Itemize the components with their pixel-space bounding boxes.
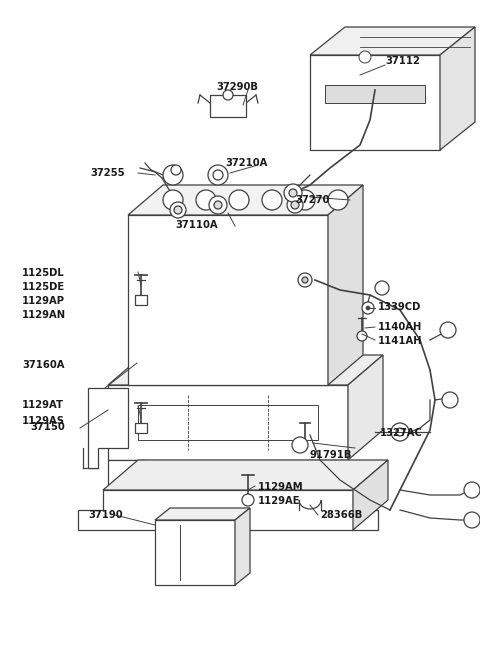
Circle shape — [229, 190, 249, 210]
Text: 91791B: 91791B — [310, 450, 352, 460]
Circle shape — [242, 494, 254, 506]
Polygon shape — [310, 55, 440, 150]
Circle shape — [289, 189, 297, 197]
Circle shape — [163, 165, 183, 185]
Text: 37210A: 37210A — [225, 158, 267, 168]
Polygon shape — [128, 215, 328, 385]
Circle shape — [440, 322, 456, 338]
Text: 37255: 37255 — [90, 168, 125, 178]
Circle shape — [295, 190, 315, 210]
Circle shape — [163, 190, 183, 210]
Circle shape — [287, 197, 303, 213]
Text: 37290B: 37290B — [216, 82, 258, 92]
Text: 1339CD: 1339CD — [378, 302, 421, 312]
Polygon shape — [108, 355, 383, 385]
Text: 1125DE: 1125DE — [22, 282, 65, 292]
Text: 1129AP: 1129AP — [22, 296, 65, 306]
Polygon shape — [210, 95, 246, 117]
Circle shape — [209, 196, 227, 214]
Text: 37270: 37270 — [295, 195, 329, 205]
Polygon shape — [108, 385, 348, 460]
Text: 37112: 37112 — [385, 56, 420, 66]
Text: 1129AE: 1129AE — [258, 496, 300, 506]
Polygon shape — [128, 185, 363, 215]
Circle shape — [171, 165, 181, 175]
Polygon shape — [88, 388, 128, 468]
Polygon shape — [328, 185, 363, 385]
Polygon shape — [155, 520, 235, 585]
Circle shape — [213, 170, 223, 180]
Polygon shape — [103, 460, 388, 490]
Circle shape — [464, 512, 480, 528]
Circle shape — [302, 277, 308, 283]
Text: 1129AS: 1129AS — [22, 416, 65, 426]
Text: 1125DL: 1125DL — [22, 268, 65, 278]
Polygon shape — [308, 460, 348, 490]
Circle shape — [291, 201, 299, 209]
Text: 1129AN: 1129AN — [22, 310, 66, 320]
Circle shape — [464, 482, 480, 498]
Circle shape — [375, 281, 389, 295]
Polygon shape — [235, 508, 250, 585]
Circle shape — [442, 392, 458, 408]
Polygon shape — [108, 460, 148, 490]
Text: 37110A: 37110A — [175, 220, 217, 230]
Circle shape — [357, 331, 367, 341]
Circle shape — [214, 201, 222, 209]
Polygon shape — [78, 490, 378, 530]
Text: 1129AT: 1129AT — [22, 400, 64, 410]
Circle shape — [223, 90, 233, 100]
Polygon shape — [353, 460, 388, 530]
Text: 37190: 37190 — [88, 510, 122, 520]
Circle shape — [396, 428, 404, 436]
Circle shape — [196, 190, 216, 210]
Text: 37160A: 37160A — [22, 360, 64, 370]
Circle shape — [170, 202, 186, 218]
Polygon shape — [155, 508, 250, 520]
Polygon shape — [348, 355, 383, 460]
Circle shape — [208, 165, 228, 185]
Text: 1327AC: 1327AC — [380, 428, 423, 438]
Circle shape — [262, 190, 282, 210]
Text: 28366B: 28366B — [320, 510, 362, 520]
Circle shape — [366, 306, 370, 310]
Polygon shape — [310, 27, 475, 55]
Circle shape — [292, 437, 308, 453]
Circle shape — [298, 273, 312, 287]
Text: 1141AH: 1141AH — [378, 336, 422, 346]
Circle shape — [391, 423, 409, 441]
Bar — [135, 423, 147, 433]
Bar — [135, 295, 147, 305]
Circle shape — [362, 302, 374, 314]
Text: 37150: 37150 — [30, 422, 65, 432]
Circle shape — [284, 184, 302, 202]
Circle shape — [174, 206, 182, 214]
Circle shape — [328, 190, 348, 210]
Bar — [325, 85, 425, 103]
Text: 1129AM: 1129AM — [258, 482, 304, 492]
Circle shape — [359, 51, 371, 63]
Polygon shape — [440, 27, 475, 150]
Text: 1140AH: 1140AH — [378, 322, 422, 332]
